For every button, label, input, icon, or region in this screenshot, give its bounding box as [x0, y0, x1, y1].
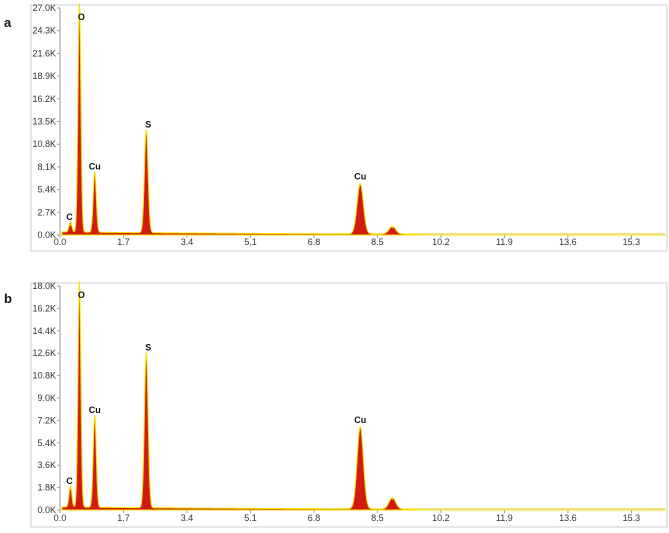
peak-point — [69, 488, 72, 490]
x-tick-label: 13.6 — [559, 237, 577, 247]
y-tick-label: 3.6K — [37, 460, 56, 470]
y-tick-label: 24.3K — [32, 26, 56, 36]
y-tick-label: 0.0K — [37, 230, 56, 240]
panel-letter: b — [4, 291, 12, 306]
y-tick-label: 1.8K — [37, 483, 56, 493]
x-tick-label: 6.8 — [308, 237, 321, 247]
x-tick-label: 0.0 — [54, 237, 67, 247]
peak-point — [145, 130, 148, 133]
x-tick-label: 11.9 — [496, 513, 513, 523]
y-tick-label: 12.6K — [32, 348, 56, 358]
peak-label: Cu — [354, 172, 366, 182]
panel-letter: a — [4, 15, 12, 30]
y-tick-label: 0.0K — [37, 505, 56, 515]
peak-label: C — [66, 212, 73, 222]
y-tick-label: 16.2K — [32, 94, 56, 104]
peak-label: C — [66, 476, 73, 486]
x-tick-label: 5.1 — [244, 237, 257, 247]
y-tick-label: 27.0K — [32, 3, 56, 13]
x-tick-label: 11.9 — [496, 237, 513, 247]
peak-point — [93, 417, 96, 419]
x-tick-label: 13.6 — [559, 513, 577, 523]
peak-label: S — [145, 342, 151, 352]
y-tick-label: 5.4K — [37, 185, 56, 195]
plot-frame — [30, 4, 668, 252]
y-tick-label: 10.8K — [32, 139, 56, 149]
x-tick-label: 10.2 — [432, 513, 450, 523]
x-tick-label: 1.7 — [117, 513, 130, 523]
x-tick-label: 0.0 — [54, 513, 67, 523]
peak-point — [78, 3, 81, 5]
peak-label: O — [78, 290, 85, 300]
y-tick-label: 9.0K — [37, 393, 56, 403]
spectrum-panel-a: a 0.0K 2.7K 5.4K 8.1K 10.8K 13.5K 16.2K 18.9K 21.… — [4, 2, 668, 252]
y-tick-label: 18.9K — [32, 71, 56, 81]
x-tick-label: 5.1 — [244, 513, 257, 523]
x-tick-label: 15.3 — [623, 237, 641, 247]
x-tick-label: 1.7 — [117, 237, 130, 247]
x-tick-label: 3.4 — [181, 513, 194, 523]
y-tick-label: 21.6K — [32, 48, 56, 58]
peak-label: Cu — [89, 405, 101, 415]
plot-frame — [30, 282, 668, 528]
y-tick-label: 14.4K — [32, 326, 56, 336]
peak-point — [359, 183, 362, 186]
y-tick-label: 10.8K — [32, 371, 56, 381]
peak-label: S — [145, 120, 151, 130]
y-tick-label: 16.2K — [32, 303, 56, 313]
x-tick-label: 6.8 — [308, 513, 321, 523]
x-tick-label: 3.4 — [181, 237, 194, 247]
y-tick-label: 13.5K — [32, 117, 56, 127]
x-tick-label: 15.3 — [623, 513, 641, 523]
peak-point — [93, 173, 96, 176]
peak-point — [391, 226, 394, 229]
peak-point — [78, 282, 81, 285]
x-tick-label: 8.5 — [371, 513, 384, 523]
spectrum-panel-b: b 0.0K 1.8K 3.6K 5.4K 7.2K 9.0K 10.8K 12.6K 14.4K… — [4, 281, 668, 528]
peak-point — [359, 427, 362, 429]
y-tick-label: 2.7K — [37, 207, 56, 217]
peak-label: Cu — [354, 415, 366, 425]
peak-point — [69, 224, 72, 226]
peak-point — [145, 353, 148, 356]
y-tick-label: 8.1K — [37, 162, 56, 172]
x-tick-label: 8.5 — [371, 237, 384, 247]
y-tick-label: 5.4K — [37, 438, 56, 448]
peak-point — [391, 498, 394, 500]
peak-label: Cu — [89, 161, 101, 171]
y-tick-label: 18.0K — [32, 281, 56, 291]
peak-label: O — [78, 12, 85, 22]
y-tick-label: 7.2K — [37, 415, 56, 425]
x-tick-label: 10.2 — [432, 237, 450, 247]
